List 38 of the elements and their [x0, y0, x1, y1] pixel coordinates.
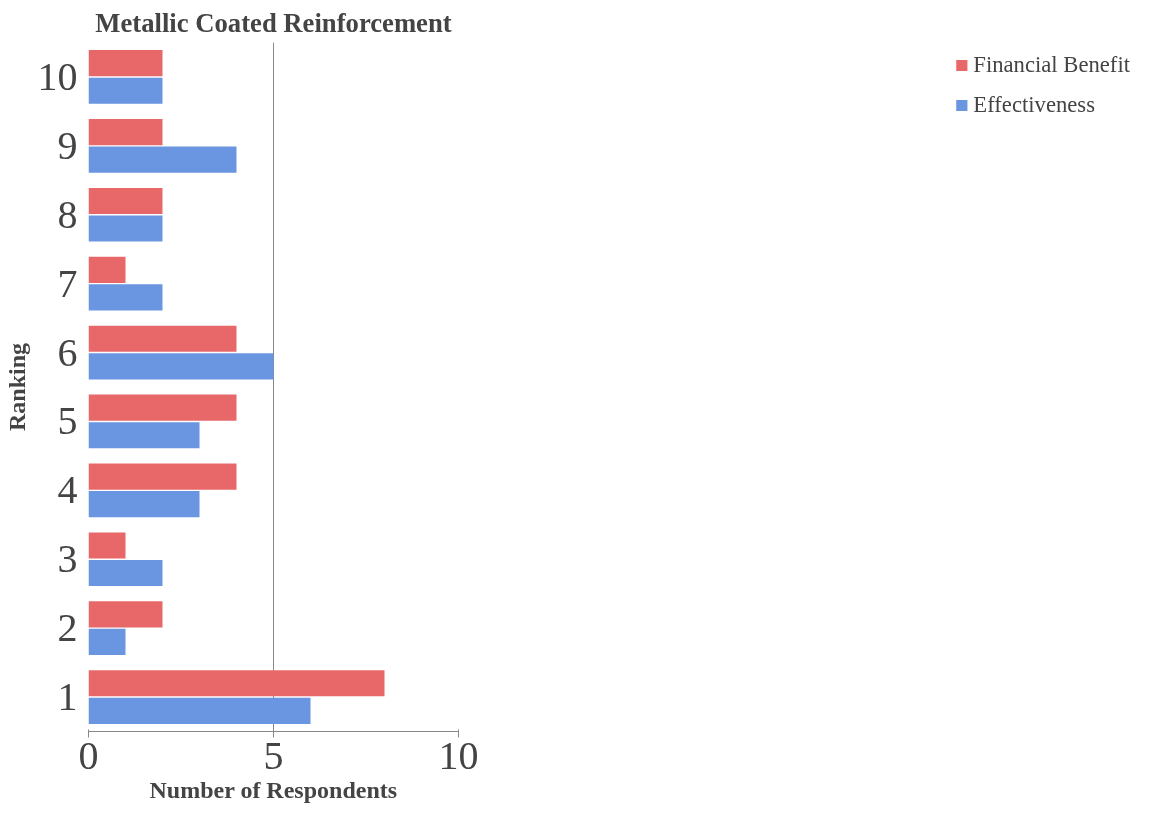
legend-label: Effectiveness — [973, 92, 1095, 118]
bar — [88, 187, 163, 215]
y-tick-label: 2 — [57, 605, 78, 651]
legend-label: Financial Benefit — [973, 52, 1130, 78]
bar — [88, 256, 126, 283]
y-tick-label: 8 — [57, 191, 78, 237]
bar — [88, 394, 237, 421]
bar — [88, 325, 237, 352]
bar — [88, 463, 237, 490]
bar — [88, 284, 163, 311]
bar — [88, 77, 163, 104]
y-tick-label: 1 — [57, 674, 78, 720]
x-axis-title: Number of Respondents — [149, 776, 398, 803]
y-tick-label: 5 — [57, 398, 78, 444]
bar — [88, 215, 163, 242]
x-tick-label: 5 — [263, 732, 284, 778]
chart-title: Metallic Coated Reinforcement — [95, 7, 452, 38]
bar — [88, 628, 126, 656]
x-tick-label: 0 — [78, 732, 99, 778]
y-tick-label: 10 — [37, 53, 78, 99]
bar — [88, 422, 200, 449]
bar — [88, 697, 311, 724]
x-tick-label: 10 — [438, 732, 479, 778]
bar — [88, 559, 163, 587]
bar — [88, 601, 163, 628]
y-tick-label: 7 — [57, 260, 78, 306]
bar — [88, 670, 385, 697]
bar — [88, 118, 163, 146]
bar — [88, 532, 126, 559]
bar — [88, 353, 274, 380]
y-tick-label: 4 — [57, 467, 78, 513]
y-axis-title: Ranking — [3, 342, 30, 432]
y-tick-label: 6 — [57, 329, 78, 375]
bar — [88, 50, 163, 77]
y-tick-label: 3 — [57, 536, 78, 582]
y-tick-label: 9 — [57, 122, 78, 168]
bar — [88, 491, 200, 518]
bar — [88, 146, 237, 173]
